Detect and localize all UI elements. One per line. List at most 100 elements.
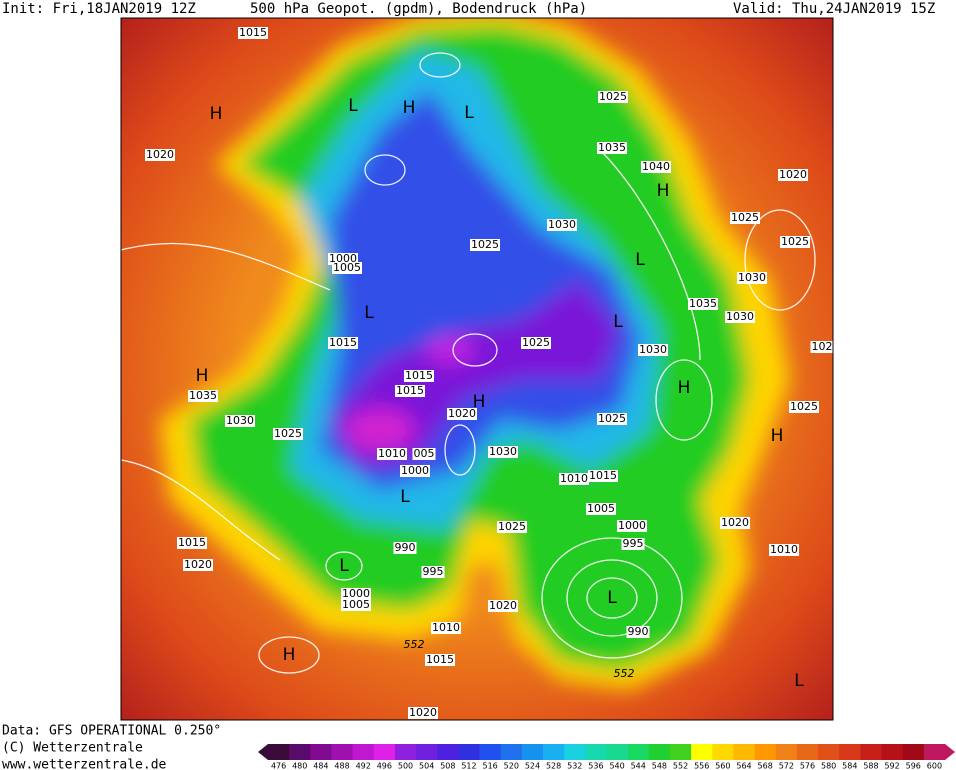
init-time: Init: Fri,18JAN2019 12Z xyxy=(2,1,196,17)
isobar-label: 1030 xyxy=(489,445,517,458)
colorbar-label: 560 xyxy=(715,762,730,770)
isobar-label: 1020 xyxy=(721,516,749,529)
isobar-label: 1015 xyxy=(239,26,267,39)
valid-time: Valid: Thu,24JAN2019 15Z xyxy=(733,1,935,17)
colorbar-label: 540 xyxy=(609,762,624,770)
isobar-label-box xyxy=(225,415,255,427)
isobar-label-box xyxy=(597,413,627,425)
isobar-label-box xyxy=(393,542,417,554)
isobar-label: 1030 xyxy=(226,414,254,427)
colorbar-swatch xyxy=(648,744,671,760)
isobar-label-box xyxy=(408,707,438,719)
isobar-label-box xyxy=(641,161,671,173)
isobar-label: 1005 xyxy=(587,502,615,515)
isobar-label-box xyxy=(145,149,175,161)
pressure-center: H xyxy=(678,378,691,398)
isobar-label-box xyxy=(412,448,436,460)
colorbar-swatch xyxy=(289,744,311,760)
isobar-label-box xyxy=(431,622,461,634)
isobar-label: 1030 xyxy=(548,218,576,231)
isobar-label-box xyxy=(778,169,808,181)
colorbar-swatch xyxy=(479,744,502,760)
isobar-label: 1010 xyxy=(770,543,798,556)
colorbar-swatch xyxy=(416,744,438,760)
isobar-label-box xyxy=(720,517,750,529)
colorbar-label: 524 xyxy=(525,762,540,770)
colorbar-label: 580 xyxy=(821,762,836,770)
isobar-label: 1030 xyxy=(639,343,667,356)
isobar-label: 1010 xyxy=(560,472,588,485)
copyright: (C) Wetterzentrale xyxy=(2,741,143,756)
isobar-label-box xyxy=(177,537,207,549)
isobar-label: 1025 xyxy=(274,427,302,440)
isobar-label: 1030 xyxy=(726,310,754,323)
isobar-label-box xyxy=(332,262,362,274)
isobar-label: 1040 xyxy=(642,160,670,173)
isobar-label: 1025 xyxy=(498,520,526,533)
isobar-label: 1000 xyxy=(618,519,646,532)
colorbar-label: 516 xyxy=(483,762,498,770)
isobar-label-box xyxy=(395,385,425,397)
colorbar-label: 552 xyxy=(673,762,688,770)
isobar-label-box xyxy=(377,448,407,460)
isobar-label-box xyxy=(688,298,718,310)
isobar-label: 995 xyxy=(623,537,644,550)
isobar-label: 990 xyxy=(628,625,649,638)
isobar-label: 1015 xyxy=(405,369,433,382)
pressure-center: H xyxy=(403,98,416,118)
colorbar-label: 548 xyxy=(652,762,667,770)
colorbar-swatch xyxy=(500,744,523,760)
isobar-label-box xyxy=(341,599,371,611)
isobar-label-box xyxy=(404,370,434,382)
colorbar-swatch xyxy=(712,744,734,760)
colorbar-swatch xyxy=(754,744,777,760)
colorbar-swatch xyxy=(881,744,904,760)
isobar-label-box xyxy=(638,344,668,356)
isobar-label: 1035 xyxy=(689,297,717,310)
isobar-label-box xyxy=(521,337,551,349)
colorbar-swatch xyxy=(331,744,354,760)
isobar-label-box xyxy=(769,544,799,556)
colorbar-swatch xyxy=(352,744,375,760)
colorbar-label: 536 xyxy=(588,762,603,770)
isobar-label: 1015 xyxy=(396,384,424,397)
pressure-center: L xyxy=(348,96,358,116)
colorbar-label: 512 xyxy=(461,762,476,770)
map-frame xyxy=(120,17,834,721)
isobar-label: 1005 xyxy=(333,261,361,274)
isobar-label-box xyxy=(598,91,628,103)
isobar-label-box xyxy=(421,566,445,578)
isobar-label-box xyxy=(328,337,358,349)
isobar-label: 1025 xyxy=(790,400,818,413)
isobar-label: 1010 xyxy=(432,621,460,634)
colorbar-end xyxy=(945,744,955,760)
colorbar-swatch xyxy=(860,744,883,760)
isobar-label-box xyxy=(559,473,589,485)
colorbar-swatch xyxy=(268,744,290,760)
colorbar-label: 588 xyxy=(863,762,878,770)
isobar-label: 1025 xyxy=(731,211,759,224)
pressure-center: H xyxy=(657,181,670,201)
isobar-label-box xyxy=(447,408,477,420)
colorbar-label: 500 xyxy=(398,762,413,770)
pressure-center: L xyxy=(400,487,410,507)
isobar-label-box xyxy=(725,311,755,323)
pressure-center: L xyxy=(364,303,374,323)
colorbar-label: 596 xyxy=(906,762,921,770)
isobar-label-box xyxy=(626,626,650,638)
isobar-label: 1015 xyxy=(329,336,357,349)
isobar-label: 1020 xyxy=(448,407,476,420)
isobar-label: 1020 xyxy=(489,599,517,612)
pressure-center: H xyxy=(196,366,209,386)
colorbar-swatch xyxy=(564,744,586,760)
pressure-center: H xyxy=(210,104,223,124)
colorbar-label: 600 xyxy=(927,762,942,770)
isobar-label: 1035 xyxy=(189,389,217,402)
isobar-label-box xyxy=(188,390,218,402)
isobar-label-box xyxy=(488,600,518,612)
colorbar-label: 568 xyxy=(758,762,773,770)
isobar-label-box xyxy=(730,212,760,224)
colorbar-label: 528 xyxy=(546,762,561,770)
isobar-label: 1010 xyxy=(378,447,406,460)
